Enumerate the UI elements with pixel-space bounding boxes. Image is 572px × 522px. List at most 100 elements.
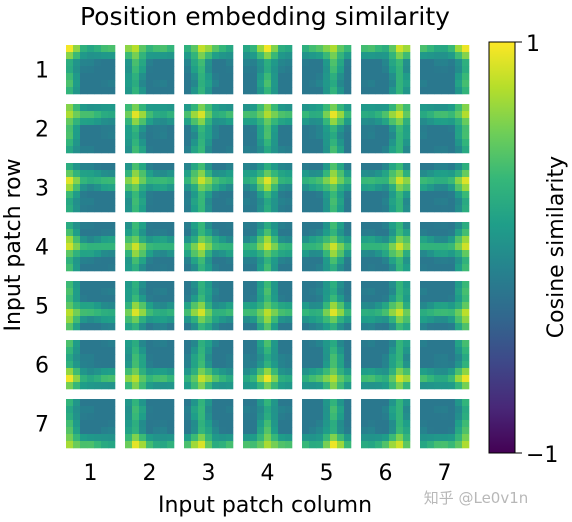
heatmap-cell — [361, 375, 369, 383]
heatmap-cell — [101, 205, 109, 213]
heatmap-cell — [434, 441, 442, 449]
heatmap-cell — [205, 222, 213, 230]
heatmap-cell — [257, 427, 265, 435]
heatmap-cell — [382, 52, 390, 60]
heatmap-cell — [87, 191, 95, 199]
heatmap-cell — [146, 281, 154, 289]
heatmap-cell — [250, 205, 258, 213]
heatmap-cell — [302, 309, 310, 317]
heatmap-cell — [205, 309, 213, 317]
heatmap-cell — [434, 316, 442, 324]
heatmap-cell — [219, 132, 227, 140]
heatmap-cell — [271, 222, 279, 230]
heatmap-cell — [462, 368, 470, 376]
heatmap-cell — [368, 295, 376, 303]
heatmap-cell — [434, 368, 442, 376]
heatmap-cell — [361, 125, 369, 133]
heatmap-cell — [389, 163, 397, 171]
heatmap-cell — [330, 139, 338, 147]
heatmap-cell — [73, 163, 81, 171]
heatmap-cell — [434, 427, 442, 435]
heatmap-cell — [455, 354, 463, 362]
heatmap-tile — [184, 163, 234, 213]
heatmap-cell — [132, 368, 140, 376]
heatmap-cell — [368, 361, 376, 369]
heatmap-cell — [101, 420, 109, 428]
heatmap-cell — [108, 184, 116, 192]
heatmap-cell — [337, 104, 345, 112]
heatmap-cell — [441, 229, 449, 237]
heatmap-cell — [184, 177, 192, 185]
heatmap-cell — [361, 420, 369, 428]
heatmap-cell — [146, 406, 154, 414]
heatmap-cell — [368, 354, 376, 362]
heatmap-cell — [448, 361, 456, 369]
column-tick-label: 6 — [379, 461, 393, 486]
heatmap-cell — [420, 59, 428, 67]
heatmap-cell — [441, 163, 449, 171]
heatmap-cell — [205, 420, 213, 428]
heatmap-cell — [361, 264, 369, 272]
heatmap-cell — [361, 198, 369, 206]
heatmap-cell — [278, 184, 286, 192]
heatmap-cell — [66, 222, 74, 230]
heatmap-cell — [80, 243, 88, 251]
heatmap-cell — [375, 198, 383, 206]
heatmap-cell — [264, 399, 272, 407]
heatmap-cell — [323, 52, 331, 60]
heatmap-cell — [191, 420, 199, 428]
heatmap-cell — [73, 354, 81, 362]
heatmap-cell — [243, 281, 251, 289]
heatmap-cell — [125, 361, 133, 369]
heatmap-cell — [226, 288, 234, 296]
heatmap-cell — [108, 205, 116, 213]
heatmap-cell — [316, 163, 324, 171]
heatmap-cell — [101, 104, 109, 112]
heatmap-cell — [403, 125, 411, 133]
heatmap-cell — [219, 205, 227, 213]
heatmap-cell — [344, 354, 352, 362]
heatmap-cell — [375, 427, 383, 435]
heatmap-cell — [323, 222, 331, 230]
heatmap-cell — [80, 191, 88, 199]
heatmap-cell — [205, 361, 213, 369]
heatmap-cell — [153, 80, 161, 88]
heatmap-cell — [344, 184, 352, 192]
heatmap-cell — [125, 434, 133, 442]
heatmap-cell — [160, 264, 168, 272]
heatmap-cell — [278, 45, 286, 53]
heatmap-cell — [66, 427, 74, 435]
heatmap-cell — [420, 118, 428, 126]
heatmap-cell — [361, 281, 369, 289]
heatmap-cell — [146, 170, 154, 178]
heatmap-cell — [455, 427, 463, 435]
heatmap-cell — [382, 420, 390, 428]
heatmap-cell — [271, 243, 279, 251]
heatmap-cell — [441, 250, 449, 258]
heatmap-cell — [448, 413, 456, 421]
heatmap-cell — [462, 191, 470, 199]
heatmap-cell — [396, 184, 404, 192]
heatmap-cell — [344, 45, 352, 53]
heatmap-cell — [455, 264, 463, 272]
heatmap-cell — [455, 434, 463, 442]
heatmap-cell — [184, 420, 192, 428]
heatmap-cell — [420, 125, 428, 133]
heatmap-cell — [337, 243, 345, 251]
heatmap-cell — [101, 250, 109, 258]
heatmap-cell — [219, 420, 227, 428]
heatmap-cell — [316, 45, 324, 53]
heatmap-cell — [153, 139, 161, 147]
heatmap-cell — [205, 434, 213, 442]
heatmap-cell — [420, 236, 428, 244]
heatmap-cell — [160, 427, 168, 435]
heatmap-cell — [139, 302, 147, 310]
heatmap-cell — [139, 73, 147, 81]
heatmap-cell — [108, 73, 116, 81]
heatmap-cell — [250, 111, 258, 119]
heatmap-cell — [132, 382, 140, 390]
heatmap-cell — [101, 146, 109, 154]
heatmap-cell — [87, 340, 95, 348]
heatmap-cell — [271, 406, 279, 414]
heatmap-cell — [153, 420, 161, 428]
